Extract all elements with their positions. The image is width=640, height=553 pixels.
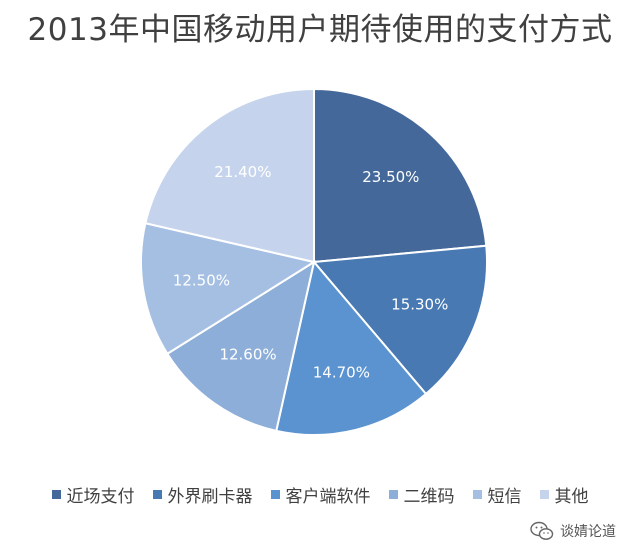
pie-slice-4 [165, 259, 316, 433]
pie-slice-6 [144, 87, 315, 264]
pie-slices [140, 87, 488, 436]
legend-swatch [539, 490, 549, 499]
pie-data-label-6: 21.40% [214, 163, 271, 181]
legend-item-2: 外界刷卡器 [152, 482, 253, 507]
pie-slice-2 [311, 244, 488, 396]
pie-data-label-3: 14.70% [313, 363, 370, 381]
pie-chart: 23.50% 15.30% 14.70% 12.60% 12.50% 21.40% [140, 87, 488, 436]
legend-swatch [388, 490, 398, 499]
pie-data-label-4: 12.60% [219, 346, 276, 364]
pie-data-label-5: 12.50% [173, 271, 230, 289]
legend-item-5: 短信 [472, 482, 522, 507]
wechat-icon [530, 521, 554, 540]
legend-label: 近场支付 [66, 487, 135, 507]
legend-label: 外界刷卡器 [167, 487, 253, 507]
legend-item-4: 二维码 [388, 482, 455, 507]
legend-swatch [51, 490, 61, 499]
legend-swatch [152, 490, 162, 499]
legend-item-6: 其他 [539, 482, 589, 507]
watermark-text: 谈婧论道 [560, 524, 616, 540]
legend-swatch [270, 490, 280, 499]
legend-label: 二维码 [403, 487, 455, 507]
watermark: 谈婧论道 [530, 521, 616, 541]
legend-swatch [472, 490, 482, 499]
pie-slice-5 [140, 222, 317, 356]
pie-slice-3 [275, 259, 428, 436]
legend-item-1: 近场支付 [51, 482, 135, 507]
pie-data-labels: 23.50% 15.30% 14.70% 12.60% 12.50% 21.40% [173, 163, 449, 381]
pie-data-label-1: 23.50% [362, 168, 419, 186]
legend-item-3: 客户端软件 [270, 482, 371, 507]
legend-label: 短信 [487, 487, 522, 507]
legend: 近场支付 外界刷卡器 客户端软件 二维码 短信 其他 [0, 482, 640, 507]
pie-slice-1 [313, 87, 488, 264]
pie-data-label-2: 15.30% [391, 296, 448, 314]
legend-label: 客户端软件 [285, 487, 371, 507]
chart-title: 2013年中国移动用户期待使用的支付方式 [27, 12, 613, 48]
legend-label: 其他 [554, 487, 589, 507]
